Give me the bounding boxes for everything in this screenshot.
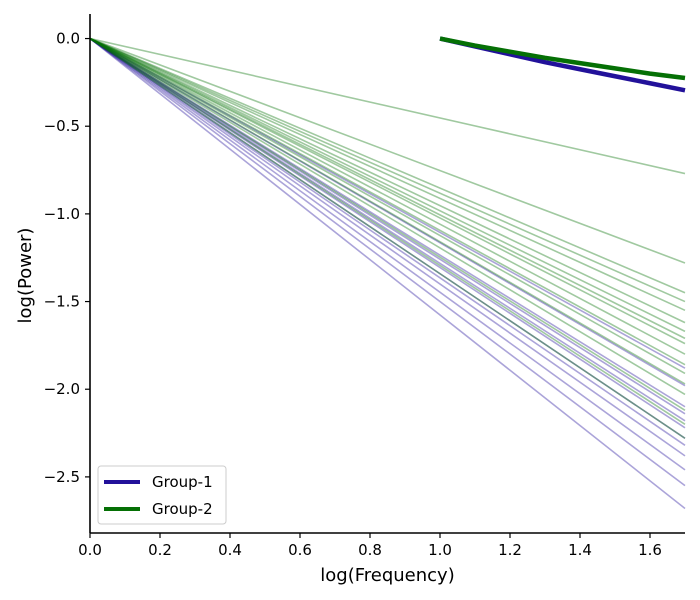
series-line-group-1-9 (89, 37, 686, 415)
series-line-group-1-10 (89, 37, 686, 408)
series-line-group-2-12 (89, 37, 686, 375)
legend-label-group-1: Group-1 (152, 473, 213, 491)
x-tick-label: 1.4 (568, 541, 592, 559)
y-tick-label: −2.5 (44, 468, 80, 486)
x-tick-label: 0.4 (218, 541, 242, 559)
series-line-group-2-13 (89, 37, 686, 385)
series-line-group-1-11 (89, 37, 686, 387)
series-line-group-1-2 (89, 37, 686, 487)
x-tick-label: 0.6 (288, 541, 312, 559)
x-ticks-layer: 0.0 0.2 0.4 0.6 0.8 1.0 1.2 1.4 1.6 (78, 533, 662, 559)
y-tick-label: −1.5 (44, 293, 80, 311)
series-line-group-1-3 (89, 37, 686, 471)
x-tick-label: 1.6 (638, 541, 662, 559)
series-line-group-2-9 (89, 37, 686, 345)
series-line-group-2-10 (89, 37, 686, 355)
individual-lines-layer (89, 37, 686, 510)
series-line-group-2-16 (89, 37, 686, 425)
series-line-group-2-2 (89, 37, 686, 264)
series-line-group-2-11 (89, 37, 686, 366)
axes-layer (89, 14, 685, 534)
series-line-group-2-17 (89, 37, 686, 439)
legend-label-group-2: Group-2 (152, 500, 213, 518)
series-line-group-1-6 (89, 37, 686, 439)
series-line-group-1-12 (89, 37, 686, 369)
series-line-group-2-6 (89, 37, 686, 324)
y-tick-label: −1.0 (44, 205, 80, 223)
y-ticks-layer: 0.0 −0.5 −1.0 −1.5 −2.0 −2.5 (44, 30, 90, 486)
x-tick-label: 0.8 (358, 541, 382, 559)
series-line-group-1-5 (89, 37, 686, 446)
y-tick-label: −0.5 (44, 117, 80, 135)
series-line-group-2-14 (89, 37, 686, 396)
mean-curve-group-2 (439, 36, 686, 81)
y-tick-label: 0.0 (56, 30, 80, 48)
series-line-group-2-7 (89, 37, 686, 333)
series-line-group-2-15 (89, 37, 686, 411)
x-tick-label: 0.2 (148, 541, 172, 559)
y-axis-label: log(Power) (15, 228, 36, 324)
x-tick-label: 1.2 (498, 541, 522, 559)
series-line-group-2-1 (89, 37, 686, 175)
x-tick-label: 0.0 (78, 541, 102, 559)
legend: Group-1 Group-2 (97, 465, 227, 525)
series-line-group-2-8 (89, 37, 686, 340)
x-axis-label: log(Frequency) (320, 565, 454, 586)
series-line-group-1-8 (89, 37, 686, 422)
mean-curves-layer (439, 36, 686, 93)
series-line-group-1-7 (89, 37, 686, 429)
series-line-group-1-4 (89, 37, 686, 457)
series-line-group-2-4 (89, 37, 686, 303)
series-line-group-2-5 (89, 37, 686, 312)
y-tick-label: −2.0 (44, 380, 80, 398)
series-line-group-1-1 (89, 37, 686, 510)
series-line-group-2-3 (89, 37, 686, 294)
x-tick-label: 1.0 (428, 541, 452, 559)
